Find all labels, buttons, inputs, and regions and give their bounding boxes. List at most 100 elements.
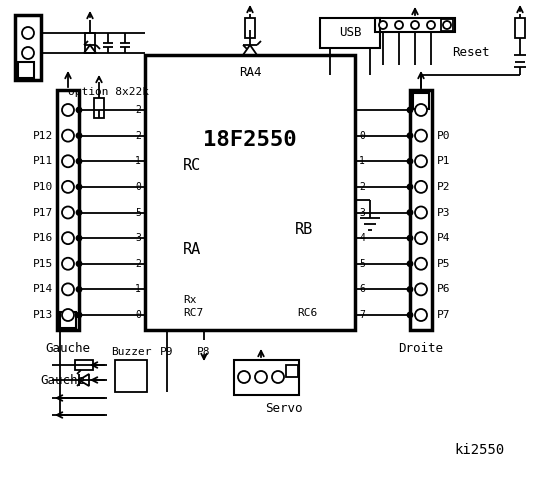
Text: 4: 4 xyxy=(359,233,365,243)
Circle shape xyxy=(62,283,74,295)
Text: Gauche: Gauche xyxy=(45,341,91,355)
Circle shape xyxy=(76,184,81,190)
Circle shape xyxy=(255,371,267,383)
Bar xyxy=(286,365,298,377)
Circle shape xyxy=(76,108,81,112)
Text: P17: P17 xyxy=(33,207,53,217)
Text: 6: 6 xyxy=(359,284,365,294)
Circle shape xyxy=(408,236,413,240)
Bar xyxy=(410,90,432,330)
Circle shape xyxy=(415,130,427,142)
Circle shape xyxy=(408,261,413,266)
Text: P8: P8 xyxy=(197,347,211,357)
Text: Buzzer: Buzzer xyxy=(111,347,152,357)
Circle shape xyxy=(62,130,74,142)
Circle shape xyxy=(22,47,34,59)
Text: RC7: RC7 xyxy=(183,308,204,318)
Text: P7: P7 xyxy=(437,310,451,320)
Circle shape xyxy=(62,155,74,167)
Text: 0: 0 xyxy=(135,310,141,320)
Text: 2: 2 xyxy=(135,131,141,141)
Circle shape xyxy=(76,210,81,215)
Text: 3: 3 xyxy=(359,207,365,217)
Bar xyxy=(94,98,104,118)
Bar xyxy=(320,18,380,48)
Text: 2: 2 xyxy=(359,182,365,192)
Circle shape xyxy=(408,184,413,190)
Circle shape xyxy=(415,283,427,295)
Text: P9: P9 xyxy=(160,347,174,357)
Bar xyxy=(115,360,147,392)
Circle shape xyxy=(272,371,284,383)
Text: 1: 1 xyxy=(359,156,365,166)
Bar xyxy=(234,360,299,395)
Circle shape xyxy=(395,21,403,29)
Bar xyxy=(57,90,79,330)
Circle shape xyxy=(62,309,74,321)
Text: P11: P11 xyxy=(33,156,53,166)
Text: 5: 5 xyxy=(359,259,365,269)
Text: USB: USB xyxy=(339,26,361,39)
Text: 0: 0 xyxy=(135,182,141,192)
Circle shape xyxy=(415,206,427,218)
Circle shape xyxy=(76,312,81,317)
Circle shape xyxy=(415,258,427,270)
Bar xyxy=(145,55,355,330)
Bar xyxy=(60,312,76,328)
Circle shape xyxy=(415,181,427,193)
Bar xyxy=(18,62,34,78)
Circle shape xyxy=(408,287,413,292)
Text: ki2550: ki2550 xyxy=(455,443,505,457)
Circle shape xyxy=(415,309,427,321)
Circle shape xyxy=(415,104,427,116)
Text: Reset: Reset xyxy=(452,46,490,59)
Circle shape xyxy=(62,104,74,116)
Text: P14: P14 xyxy=(33,284,53,294)
Bar xyxy=(515,18,525,38)
Circle shape xyxy=(415,155,427,167)
Circle shape xyxy=(408,312,413,317)
Text: P16: P16 xyxy=(33,233,53,243)
Text: 1: 1 xyxy=(135,284,141,294)
Text: Droite: Droite xyxy=(399,341,444,355)
Text: Servo: Servo xyxy=(265,401,302,415)
Circle shape xyxy=(408,133,413,138)
Circle shape xyxy=(443,21,451,29)
Text: Rx: Rx xyxy=(183,295,196,305)
Circle shape xyxy=(22,27,34,39)
Text: RA: RA xyxy=(183,242,201,257)
Text: P6: P6 xyxy=(437,284,451,294)
Text: 3: 3 xyxy=(135,233,141,243)
Text: 7: 7 xyxy=(359,310,365,320)
Text: P13: P13 xyxy=(33,310,53,320)
Circle shape xyxy=(62,258,74,270)
Text: Gauche: Gauche xyxy=(40,373,86,386)
Circle shape xyxy=(76,287,81,292)
Text: 2: 2 xyxy=(135,259,141,269)
Bar xyxy=(85,33,95,53)
Bar xyxy=(441,19,453,31)
Text: P10: P10 xyxy=(33,182,53,192)
Text: P0: P0 xyxy=(437,131,451,141)
Circle shape xyxy=(408,108,413,112)
Bar xyxy=(75,360,93,370)
Text: RA4: RA4 xyxy=(239,67,261,80)
Circle shape xyxy=(62,181,74,193)
Text: P5: P5 xyxy=(437,259,451,269)
Bar xyxy=(15,15,41,80)
Text: 1: 1 xyxy=(135,156,141,166)
Text: option 8x22k: option 8x22k xyxy=(69,87,149,97)
Bar xyxy=(245,18,255,38)
Circle shape xyxy=(408,210,413,215)
Circle shape xyxy=(427,21,435,29)
Text: RC: RC xyxy=(183,157,201,172)
Text: RC6: RC6 xyxy=(297,308,317,318)
Circle shape xyxy=(76,133,81,138)
Text: 5: 5 xyxy=(135,207,141,217)
Circle shape xyxy=(238,371,250,383)
Circle shape xyxy=(411,21,419,29)
Text: P3: P3 xyxy=(437,207,451,217)
Circle shape xyxy=(62,206,74,218)
Text: P2: P2 xyxy=(437,182,451,192)
Circle shape xyxy=(76,261,81,266)
